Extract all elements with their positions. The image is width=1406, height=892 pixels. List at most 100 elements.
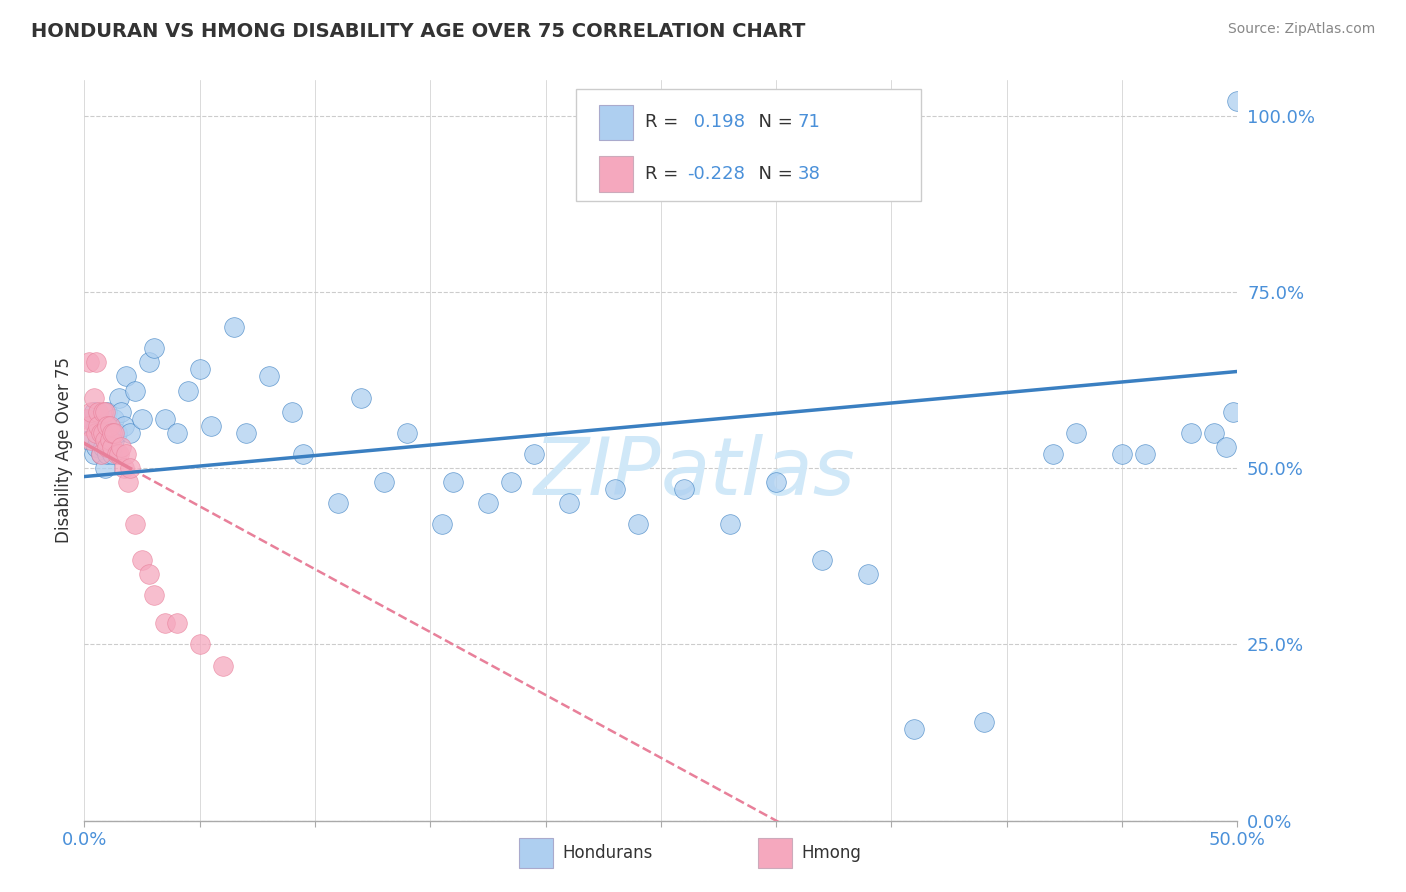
Text: Source: ZipAtlas.com: Source: ZipAtlas.com: [1227, 22, 1375, 37]
Point: [77, 355, 100, 369]
Point: [80, 411, 103, 425]
Point: [108, 391, 131, 405]
Point: [672, 482, 695, 496]
Point: [120, 461, 142, 475]
Point: [177, 384, 200, 398]
Point: [765, 475, 787, 490]
Point: [80, 433, 103, 447]
Point: [101, 447, 124, 461]
Point: [115, 369, 138, 384]
Point: [83, 405, 105, 419]
Point: [603, 482, 626, 496]
Point: [115, 447, 138, 461]
Point: [1180, 425, 1202, 440]
Point: [326, 496, 349, 510]
Text: Hondurans: Hondurans: [562, 844, 652, 862]
Point: [108, 447, 131, 461]
Point: [1204, 425, 1226, 440]
Point: [89, 447, 111, 461]
Point: [98, 440, 121, 454]
Point: [94, 461, 117, 475]
Point: [811, 553, 834, 567]
Point: [142, 588, 165, 602]
Point: [858, 566, 880, 581]
Text: 0.198: 0.198: [688, 113, 745, 131]
Text: 38: 38: [797, 165, 820, 183]
Point: [89, 425, 111, 440]
Point: [718, 517, 741, 532]
Point: [499, 475, 522, 490]
Point: [84, 418, 107, 433]
Point: [96, 447, 118, 461]
Point: [430, 517, 453, 532]
Point: [94, 433, 117, 447]
Point: [96, 405, 118, 419]
Point: [105, 425, 128, 440]
Point: [1226, 95, 1249, 109]
Point: [124, 517, 146, 532]
Point: [188, 362, 211, 376]
Point: [83, 447, 105, 461]
Text: R =: R =: [645, 113, 685, 131]
Point: [350, 391, 373, 405]
Point: [91, 425, 114, 440]
Point: [80, 405, 103, 419]
Point: [292, 447, 315, 461]
Point: [153, 616, 176, 631]
Point: [396, 425, 419, 440]
Point: [87, 411, 110, 425]
Point: [557, 496, 579, 510]
Point: [166, 425, 188, 440]
Point: [98, 418, 121, 433]
Text: ZIP: ZIP: [533, 434, 661, 512]
Point: [98, 433, 121, 447]
Point: [76, 411, 98, 425]
Point: [138, 355, 160, 369]
Point: [84, 355, 107, 369]
Text: R =: R =: [645, 165, 685, 183]
Point: [101, 440, 124, 454]
Point: [523, 447, 546, 461]
Point: [235, 425, 257, 440]
Text: HONDURAN VS HMONG DISABILITY AGE OVER 75 CORRELATION CHART: HONDURAN VS HMONG DISABILITY AGE OVER 75…: [31, 22, 806, 41]
Point: [89, 425, 111, 440]
Point: [373, 475, 395, 490]
Point: [89, 447, 111, 461]
Point: [103, 425, 125, 440]
Point: [120, 425, 142, 440]
Point: [1215, 440, 1237, 454]
Point: [188, 637, 211, 651]
Point: [200, 418, 222, 433]
Text: N =: N =: [747, 165, 799, 183]
Point: [112, 418, 135, 433]
Point: [153, 411, 176, 425]
Text: 71: 71: [797, 113, 820, 131]
Point: [138, 566, 160, 581]
Point: [124, 384, 146, 398]
Text: atlas: atlas: [661, 434, 856, 512]
Point: [96, 425, 118, 440]
Point: [131, 411, 153, 425]
Point: [94, 433, 117, 447]
Point: [87, 418, 110, 433]
Point: [77, 433, 100, 447]
Point: [477, 496, 499, 510]
Text: -0.228: -0.228: [688, 165, 745, 183]
Point: [1111, 447, 1133, 461]
Point: [91, 405, 114, 419]
Point: [166, 616, 188, 631]
Point: [103, 411, 125, 425]
Point: [627, 517, 650, 532]
Point: [91, 418, 114, 433]
Point: [83, 391, 105, 405]
Point: [281, 405, 304, 419]
Point: [105, 447, 128, 461]
Point: [84, 440, 107, 454]
Point: [211, 658, 233, 673]
Point: [110, 405, 132, 419]
Point: [112, 461, 135, 475]
Point: [94, 405, 117, 419]
Point: [973, 714, 995, 729]
Point: [1042, 447, 1064, 461]
Y-axis label: Disability Age Over 75: Disability Age Over 75: [55, 358, 73, 543]
